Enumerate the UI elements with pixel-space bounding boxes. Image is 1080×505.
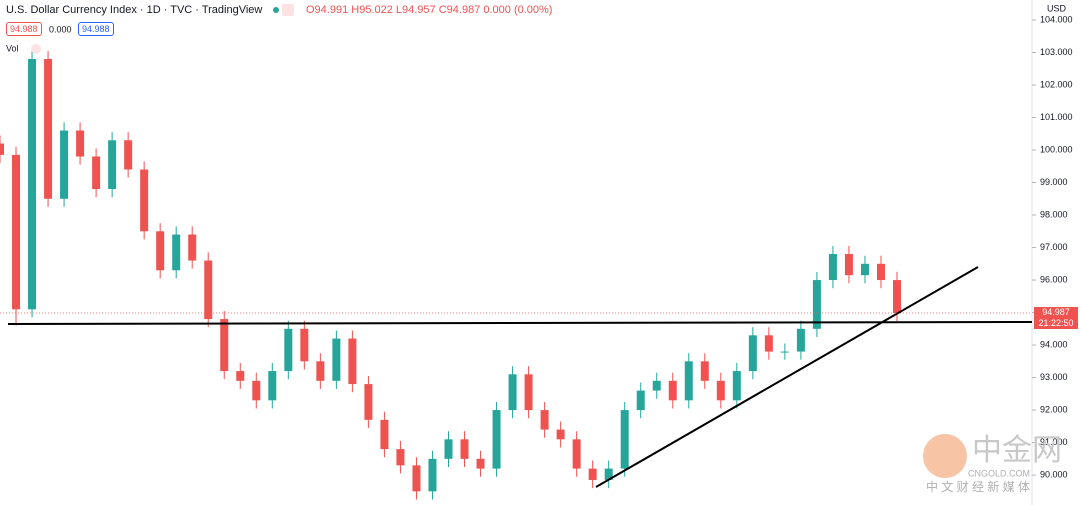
y-tick-label: 102.000 [1040, 79, 1073, 89]
y-tick-label: 90.000 [1040, 469, 1068, 479]
watermark-site: CNGOLD.COM [968, 468, 1030, 478]
price-tag-value: 94.987 [1042, 307, 1070, 317]
spread: 0.000 [49, 24, 72, 34]
watermark-slogan: 中 文 财 经 新 媒 体 [926, 479, 1030, 494]
currency[interactable]: USD [1047, 3, 1067, 13]
y-tick-label: 93.000 [1040, 372, 1068, 382]
alert-icon [282, 4, 294, 16]
volume-label: Vol [6, 43, 19, 53]
y-tick-label: 94.000 [1040, 339, 1068, 349]
price-tag-countdown: 21:22:50 [1038, 318, 1074, 328]
price-tag: 94.987 21:22:50 [1034, 307, 1078, 329]
y-tick-label: 101.000 [1040, 112, 1073, 122]
y-tick-label: 104.000 [1040, 14, 1073, 24]
ask-box: 94.988 [78, 22, 114, 36]
warning-icon [31, 44, 41, 54]
y-tick-label: 91.000 [1040, 437, 1068, 447]
watermark-logo-icon [923, 434, 967, 478]
bid-box: 94.988 [6, 22, 42, 36]
watermark-logo: 中金网 [972, 434, 1062, 467]
y-tick-label: 97.000 [1040, 242, 1068, 252]
y-tick-label: 98.000 [1040, 209, 1068, 219]
y-tick-label: 103.000 [1040, 47, 1073, 57]
status-dot [273, 7, 279, 13]
y-tick-label: 92.000 [1040, 404, 1068, 414]
y-tick-label: 100.000 [1040, 144, 1073, 154]
trend-line [7, 321, 1033, 325]
symbol-title: U.S. Dollar Currency Index · 1D · TVC · … [6, 4, 262, 16]
ohlc: O94.991 H95.022 L94.957 C94.987 0.000 (0… [306, 4, 552, 16]
y-tick-label: 99.000 [1040, 177, 1068, 187]
trend-line [595, 266, 979, 488]
y-tick-label: 96.000 [1040, 274, 1068, 284]
candle-body [0, 143, 4, 155]
